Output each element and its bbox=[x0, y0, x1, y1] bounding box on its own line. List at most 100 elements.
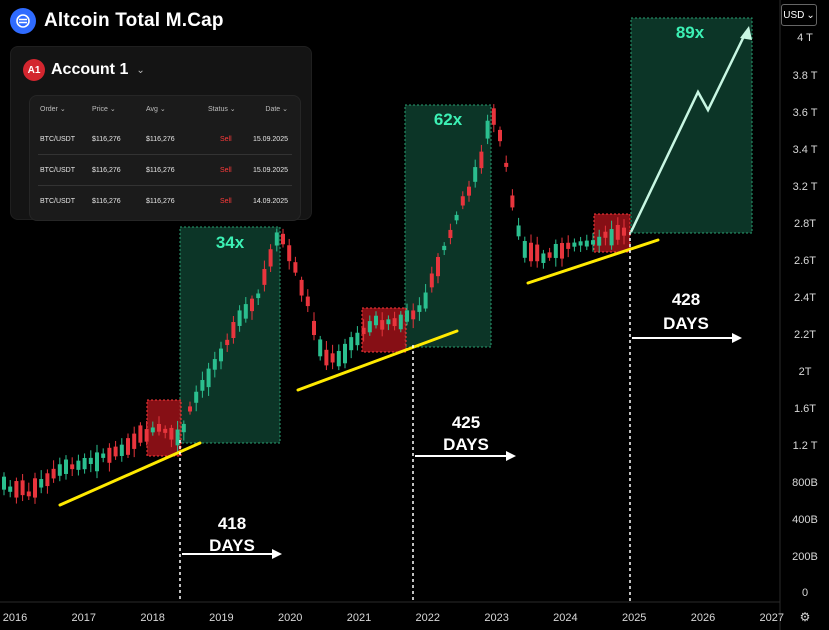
order-status: Sell bbox=[220, 135, 232, 143]
y-tick-label: 2T bbox=[799, 366, 812, 378]
candle bbox=[299, 279, 304, 296]
candle bbox=[603, 231, 608, 238]
candle bbox=[591, 240, 595, 245]
candle bbox=[76, 460, 81, 470]
y-tick-label: 3.4 T bbox=[793, 144, 818, 156]
y-tick-label: 1.6T bbox=[794, 403, 816, 415]
candle bbox=[231, 322, 236, 339]
candle bbox=[572, 242, 577, 247]
candle bbox=[206, 368, 211, 388]
candle bbox=[8, 486, 13, 492]
candle bbox=[57, 464, 62, 476]
candle bbox=[553, 243, 558, 258]
order-price: $116,276 bbox=[92, 135, 121, 143]
order-pair: BTC/USDT bbox=[40, 166, 75, 174]
x-tick-label: 2021 bbox=[347, 612, 371, 624]
candle bbox=[529, 242, 533, 262]
candle bbox=[318, 339, 323, 357]
y-tick-label: 0 bbox=[802, 587, 808, 599]
candle bbox=[597, 236, 602, 246]
x-tick-label: 2017 bbox=[72, 612, 96, 624]
order-avg: $116,276 bbox=[146, 166, 175, 174]
day-arrowhead bbox=[732, 333, 742, 343]
candle bbox=[150, 427, 155, 433]
candle bbox=[2, 476, 6, 490]
projection-path bbox=[629, 31, 748, 233]
column-header[interactable]: Date ⌄ bbox=[265, 106, 288, 113]
candle bbox=[101, 453, 106, 458]
y-tick-label: 200B bbox=[792, 551, 818, 563]
order-price: $116,276 bbox=[92, 197, 121, 205]
account-selector[interactable]: A1 Account 1 ⌄ bbox=[23, 59, 145, 81]
x-tick-label: 2016 bbox=[3, 612, 27, 624]
candle bbox=[374, 315, 378, 326]
order-avg: $116,276 bbox=[146, 135, 175, 143]
day-arrowhead bbox=[272, 549, 282, 559]
orders-table: Order ⌄ Price ⌄ Avg ⌄ Status ⌄ Date ⌄ BT… bbox=[29, 95, 301, 221]
table-header: Order ⌄ Price ⌄ Avg ⌄ Status ⌄ Date ⌄ bbox=[30, 96, 300, 122]
y-tick-label: 3.6 T bbox=[793, 107, 818, 119]
candle bbox=[361, 327, 366, 335]
cycle-days-value: 425 bbox=[452, 413, 480, 432]
x-tick-label: 2025 bbox=[622, 612, 646, 624]
candle bbox=[45, 473, 50, 487]
candle bbox=[442, 245, 447, 251]
trend-line bbox=[58, 441, 202, 507]
candle bbox=[398, 314, 403, 330]
x-tick-label: 2026 bbox=[691, 612, 715, 624]
account-panel: A1 Account 1 ⌄ Order ⌄ Price ⌄ Avg ⌄ Sta… bbox=[10, 46, 312, 221]
candle bbox=[566, 242, 571, 249]
brand-logo-icon bbox=[10, 8, 36, 34]
candle bbox=[212, 359, 217, 370]
order-avg: $116,276 bbox=[146, 197, 175, 205]
candle bbox=[262, 269, 267, 285]
candle bbox=[51, 468, 56, 479]
candle bbox=[504, 162, 509, 167]
order-status: Sell bbox=[220, 166, 232, 174]
chart-title: Altcoin Total M.Cap bbox=[44, 10, 224, 31]
candle bbox=[132, 433, 137, 449]
gain-zone bbox=[179, 226, 281, 444]
candle bbox=[429, 273, 434, 288]
x-tick-label: 2022 bbox=[416, 612, 440, 624]
column-header[interactable]: Avg ⌄ bbox=[146, 106, 166, 113]
gain-zone bbox=[630, 17, 753, 234]
x-tick-label: 2024 bbox=[553, 612, 577, 624]
candle bbox=[510, 195, 515, 208]
column-header[interactable]: Order ⌄ bbox=[40, 106, 66, 113]
chevron-down-icon: ⌄ bbox=[136, 64, 145, 76]
candle bbox=[436, 256, 440, 277]
gain-label: 62x bbox=[434, 110, 463, 129]
table-row[interactable]: BTC/USDT $116,276 $116,276 Sell 14.09.20… bbox=[30, 186, 300, 216]
table-row[interactable]: BTC/USDT $116,276 $116,276 Sell 15.09.20… bbox=[30, 124, 300, 154]
candle bbox=[355, 332, 360, 346]
candle bbox=[541, 253, 546, 263]
order-price: $116,276 bbox=[92, 166, 121, 174]
candle bbox=[237, 310, 242, 326]
candle bbox=[181, 423, 186, 433]
candle bbox=[560, 243, 564, 259]
candle bbox=[175, 429, 180, 446]
candle bbox=[547, 252, 552, 258]
order-pair: BTC/USDT bbox=[40, 197, 75, 205]
column-header[interactable]: Price ⌄ bbox=[92, 106, 116, 113]
candle bbox=[82, 458, 87, 470]
candle bbox=[454, 214, 459, 221]
candle bbox=[380, 320, 385, 330]
cycle-days-label: DAYS bbox=[209, 536, 255, 555]
y-tick-label: 2.4T bbox=[794, 292, 816, 304]
column-header[interactable]: Status ⌄ bbox=[208, 106, 236, 113]
trend-line bbox=[296, 329, 459, 392]
currency-select[interactable]: USD ⌄ bbox=[781, 4, 817, 26]
y-tick-label: 400B bbox=[792, 514, 818, 526]
candle bbox=[157, 423, 161, 432]
candle bbox=[305, 296, 310, 307]
table-row[interactable]: BTC/USDT $116,276 $116,276 Sell 15.09.20… bbox=[30, 155, 300, 185]
candle bbox=[578, 241, 583, 246]
candle bbox=[95, 452, 99, 472]
order-pair: BTC/USDT bbox=[40, 135, 75, 143]
candle bbox=[138, 425, 143, 443]
trend-line bbox=[526, 238, 660, 285]
candle bbox=[107, 447, 112, 463]
account-name: Account 1 bbox=[51, 61, 129, 78]
